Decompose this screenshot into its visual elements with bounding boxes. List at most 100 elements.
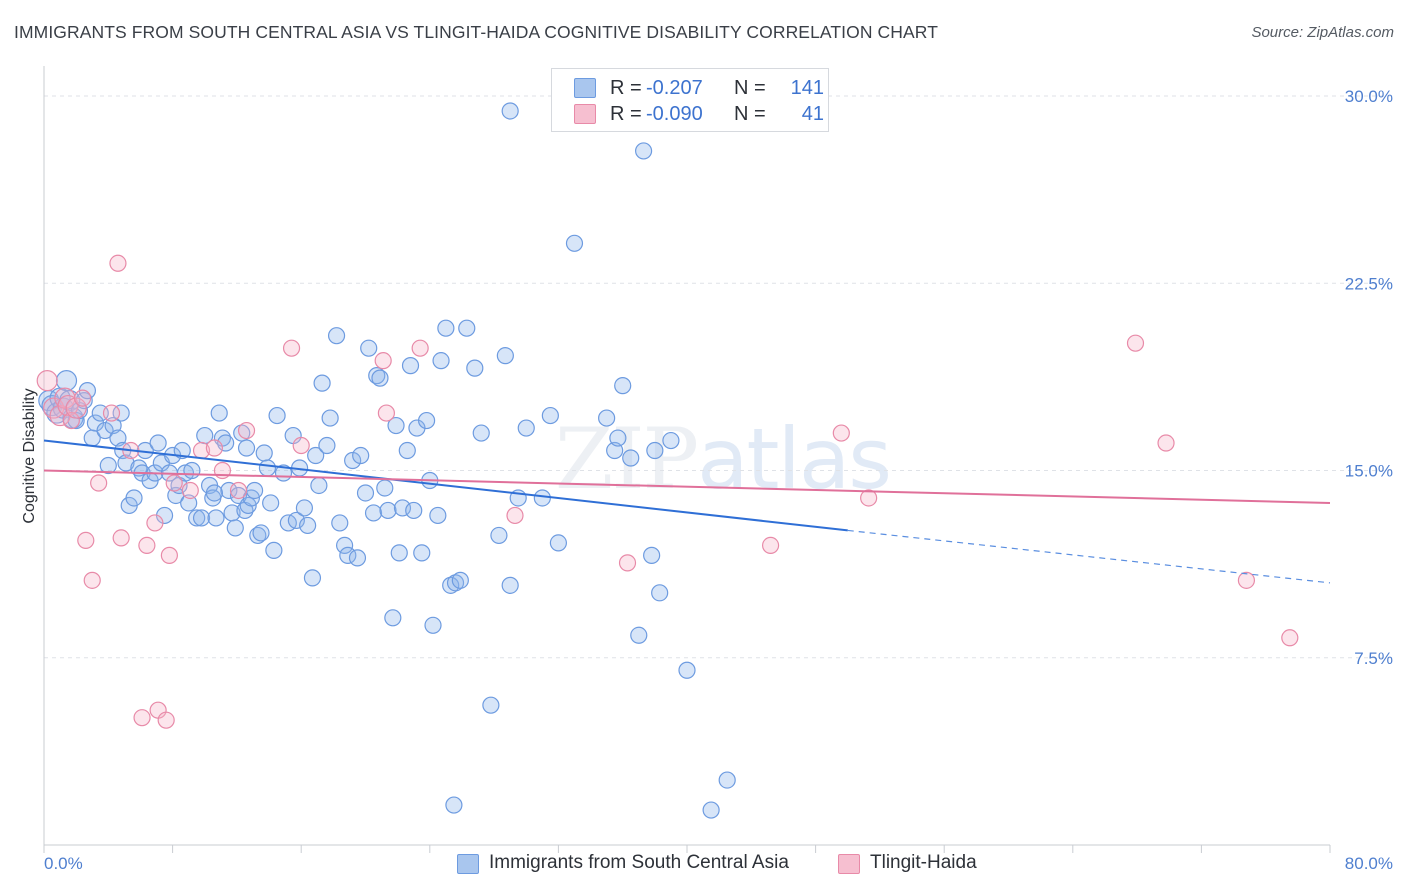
point-tlingit [411, 339, 429, 357]
point-tlingit [73, 389, 92, 407]
point-tlingit [77, 531, 95, 550]
watermark-zip: ZIP [555, 410, 699, 508]
point-immigrants [405, 501, 423, 520]
chart-title: IMMIGRANTS FROM SOUTH CENTRAL ASIA VS TL… [14, 22, 939, 42]
point-immigrants [188, 509, 206, 527]
point-immigrants [393, 499, 412, 517]
legend-n-value: 141 [790, 77, 824, 99]
point-tlingit [57, 394, 79, 417]
point-tlingit [229, 481, 248, 500]
source-label: Source: ZipAtlas.com [1251, 24, 1394, 41]
point-immigrants [268, 406, 286, 425]
point-tlingit [374, 352, 392, 370]
point-immigrants [207, 509, 225, 527]
point-immigrants [255, 444, 273, 462]
point-immigrants [237, 439, 256, 457]
point-immigrants [348, 549, 367, 567]
trendline-tlingit [43, 469, 1331, 504]
point-tlingit [102, 404, 121, 422]
point-immigrants [125, 489, 143, 507]
point-immigrants [299, 516, 317, 535]
point-immigrants [99, 456, 117, 475]
point-tlingit [761, 536, 780, 555]
point-immigrants [451, 571, 469, 589]
point-immigrants [360, 339, 378, 357]
point-immigrants [368, 367, 386, 385]
point-immigrants [501, 576, 519, 594]
point-immigrants [387, 416, 405, 435]
point-immigrants [401, 357, 420, 375]
point-tlingit [165, 474, 183, 492]
point-immigrants [356, 484, 375, 502]
point-immigrants [417, 411, 436, 430]
point-immigrants [307, 446, 325, 465]
point-tlingit [146, 514, 164, 532]
point-immigrants [249, 526, 267, 545]
point-immigrants [482, 696, 500, 714]
point-immigrants [262, 494, 280, 512]
point-immigrants [173, 441, 191, 460]
point-immigrants [313, 374, 331, 392]
point-immigrants [646, 441, 664, 460]
point-immigrants [702, 801, 720, 819]
series-legend-label-pink: Tlingit-Haida [870, 852, 977, 873]
point-immigrants [112, 404, 130, 422]
trendline-immigrants [43, 439, 848, 532]
point-tlingit [1126, 334, 1145, 352]
point-immigrants [376, 479, 394, 497]
point-immigrants [501, 102, 519, 120]
point-immigrants [413, 544, 431, 562]
point-immigrants [258, 459, 277, 477]
point-tlingit [138, 536, 156, 555]
point-immigrants [442, 576, 460, 594]
point-immigrants [327, 327, 346, 345]
y-tick-label: 7.5% [1354, 649, 1393, 668]
point-tlingit [112, 529, 130, 547]
point-immigrants [149, 434, 167, 452]
point-immigrants [446, 574, 465, 592]
point-immigrants [331, 514, 349, 532]
point-immigrants [662, 431, 680, 450]
legend-swatch-blue [574, 78, 596, 98]
point-immigrants [458, 319, 476, 337]
point-immigrants [490, 526, 508, 545]
x-tick-label: 80.0% [1345, 854, 1393, 873]
point-tlingit [157, 711, 175, 729]
point-immigrants [364, 504, 383, 522]
point-tlingit [1157, 434, 1175, 452]
legend-n-label: N = [734, 103, 766, 125]
point-tlingit [237, 421, 256, 440]
point-tlingit [506, 506, 524, 525]
point-immigrants [678, 661, 696, 679]
point-tlingit [618, 554, 637, 572]
point-tlingit [160, 546, 178, 564]
legend-r-label: R = [610, 103, 642, 125]
point-immigrants [424, 616, 442, 634]
point-immigrants [496, 347, 514, 365]
point-immigrants [339, 546, 357, 564]
point-immigrants [541, 406, 559, 425]
point-tlingit [205, 439, 223, 457]
trendline-immigrants-extension [847, 529, 1331, 584]
point-immigrants [630, 626, 648, 644]
legend-n-label: N = [734, 77, 766, 99]
point-immigrants [634, 142, 653, 160]
point-immigrants [598, 409, 616, 427]
point-immigrants [533, 489, 551, 507]
series-legend-swatch-pink [838, 854, 860, 874]
series-legend-label-blue: Immigrants from South Central Asia [489, 852, 789, 873]
point-tlingit [133, 709, 151, 727]
point-immigrants [565, 234, 584, 252]
point-tlingit [62, 411, 80, 430]
point-immigrants [245, 481, 264, 500]
point-immigrants [445, 796, 463, 814]
point-immigrants [265, 541, 283, 559]
point-tlingit [832, 424, 850, 442]
point-immigrants [609, 429, 627, 447]
point-immigrants [718, 771, 736, 789]
point-tlingit [1281, 629, 1299, 647]
point-tlingit [860, 489, 878, 507]
point-immigrants [226, 519, 244, 537]
point-tlingit [109, 254, 127, 272]
